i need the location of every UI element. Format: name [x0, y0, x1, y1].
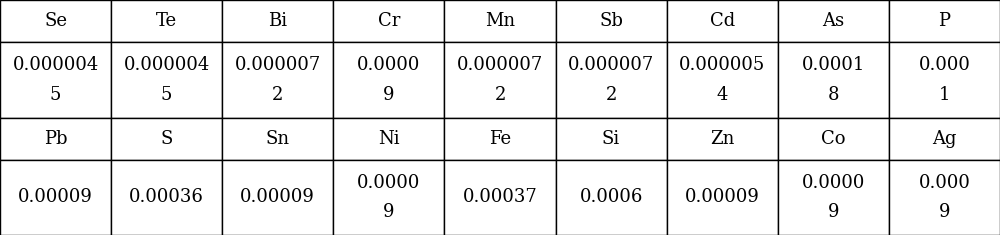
Bar [889, 160, 1000, 235]
Bar [556, 0, 667, 42]
Bar [667, 42, 778, 118]
Text: 0.0000
9: 0.0000 9 [357, 56, 421, 103]
Bar [0, 42, 111, 118]
Text: Cd: Cd [710, 12, 735, 30]
Text: Cr: Cr [378, 12, 400, 30]
Bar [667, 160, 778, 235]
Text: 0.00009: 0.00009 [240, 188, 315, 206]
Bar [889, 42, 1000, 118]
Text: 0.000004
5: 0.000004 5 [124, 56, 210, 103]
Text: Ni: Ni [378, 130, 400, 148]
Text: Sn: Sn [266, 130, 290, 148]
Bar [778, 42, 889, 118]
Text: Zn: Zn [710, 130, 734, 148]
Text: 0.00009: 0.00009 [685, 188, 760, 206]
Bar [333, 0, 444, 42]
Text: Bi: Bi [268, 12, 287, 30]
Bar [889, 0, 1000, 42]
Bar [556, 42, 667, 118]
Bar [0, 0, 111, 42]
Bar [444, 118, 556, 160]
Text: Mn: Mn [485, 12, 515, 30]
Text: As: As [822, 12, 844, 30]
Bar [222, 118, 333, 160]
Bar [667, 0, 778, 42]
Bar [778, 118, 889, 160]
Bar [444, 160, 556, 235]
Text: Co: Co [821, 130, 846, 148]
Text: P: P [938, 12, 950, 30]
Text: Te: Te [156, 12, 177, 30]
Text: Si: Si [602, 130, 620, 148]
Bar [333, 118, 444, 160]
Text: Pb: Pb [44, 130, 67, 148]
Bar [444, 0, 556, 42]
Text: 0.00037: 0.00037 [463, 188, 537, 206]
Bar [111, 118, 222, 160]
Bar [778, 0, 889, 42]
Bar [0, 118, 111, 160]
Text: 0.00009: 0.00009 [18, 188, 93, 206]
Bar [333, 160, 444, 235]
Text: Fe: Fe [489, 130, 511, 148]
Text: 0.000005
4: 0.000005 4 [679, 56, 765, 103]
Bar [444, 42, 556, 118]
Bar [0, 160, 111, 235]
Text: S: S [160, 130, 173, 148]
Text: 0.000007
2: 0.000007 2 [235, 56, 321, 103]
Text: 0.000
1: 0.000 1 [919, 56, 970, 103]
Text: 0.000004
5: 0.000004 5 [12, 56, 99, 103]
Bar [111, 42, 222, 118]
Text: Se: Se [44, 12, 67, 30]
Bar [556, 160, 667, 235]
Bar [889, 118, 1000, 160]
Text: 0.000
9: 0.000 9 [919, 174, 970, 221]
Text: 0.0000
9: 0.0000 9 [802, 174, 865, 221]
Bar [667, 118, 778, 160]
Bar [222, 0, 333, 42]
Bar [111, 0, 222, 42]
Bar [222, 160, 333, 235]
Text: 0.000007
2: 0.000007 2 [568, 56, 654, 103]
Text: Sb: Sb [599, 12, 623, 30]
Text: Ag: Ag [932, 130, 957, 148]
Bar [111, 160, 222, 235]
Text: 0.0000
9: 0.0000 9 [357, 174, 421, 221]
Text: 0.000007
2: 0.000007 2 [457, 56, 543, 103]
Bar [222, 42, 333, 118]
Text: 0.00036: 0.00036 [129, 188, 204, 206]
Bar [556, 118, 667, 160]
Text: 0.0001
8: 0.0001 8 [802, 56, 865, 103]
Bar [778, 160, 889, 235]
Text: 0.0006: 0.0006 [579, 188, 643, 206]
Bar [333, 42, 444, 118]
